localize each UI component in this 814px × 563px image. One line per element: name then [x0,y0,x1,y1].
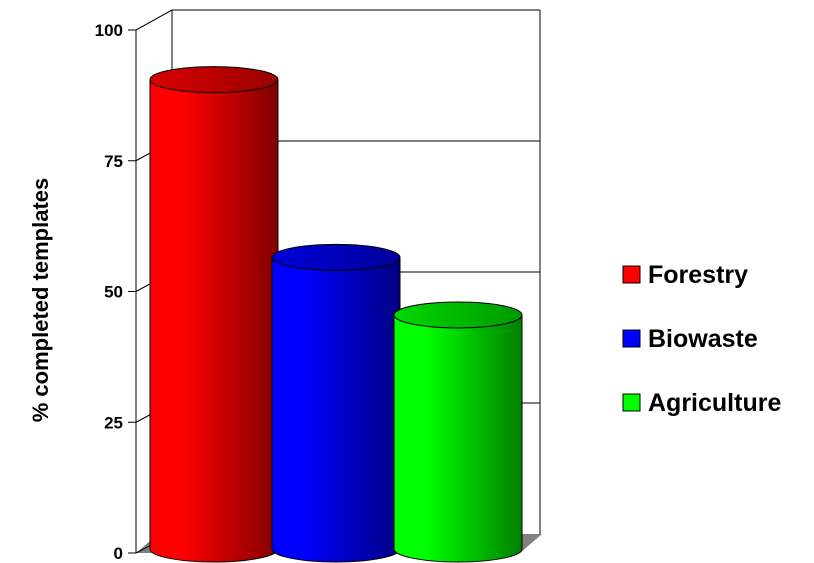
legend-swatch [622,265,641,284]
y-tick-label: 100 [95,21,123,40]
bar-top [149,66,279,94]
y-axis-ticks: 0 25 50 75 100 [95,21,136,563]
legend: Forestry Biowaste Agriculture [622,261,781,417]
legend-label: Biowaste [648,325,758,353]
legend-label: Agriculture [648,389,781,417]
bar-body [271,256,401,563]
gridline-side [135,9,173,31]
bars [149,66,523,563]
legend-item-agriculture: Agriculture [622,389,781,417]
legend-item-forestry: Forestry [622,261,748,289]
y-tick-label: 75 [104,152,123,171]
y-tick-label: 0 [114,544,123,563]
legend-label: Forestry [648,261,748,289]
bar-agriculture [393,301,523,563]
legend-item-biowaste: Biowaste [622,325,758,353]
y-axis-title: % completed templates [28,178,53,423]
bar-forestry [149,66,279,563]
bar-biowaste [271,243,401,563]
legend-swatch [622,329,641,348]
y-tick-label: 25 [104,413,123,432]
bar-body [393,314,523,563]
bar-top [271,243,401,271]
legend-swatch [622,393,641,412]
bar-body [149,79,279,563]
y-tick-label: 50 [104,283,123,302]
bar-top [393,301,523,329]
